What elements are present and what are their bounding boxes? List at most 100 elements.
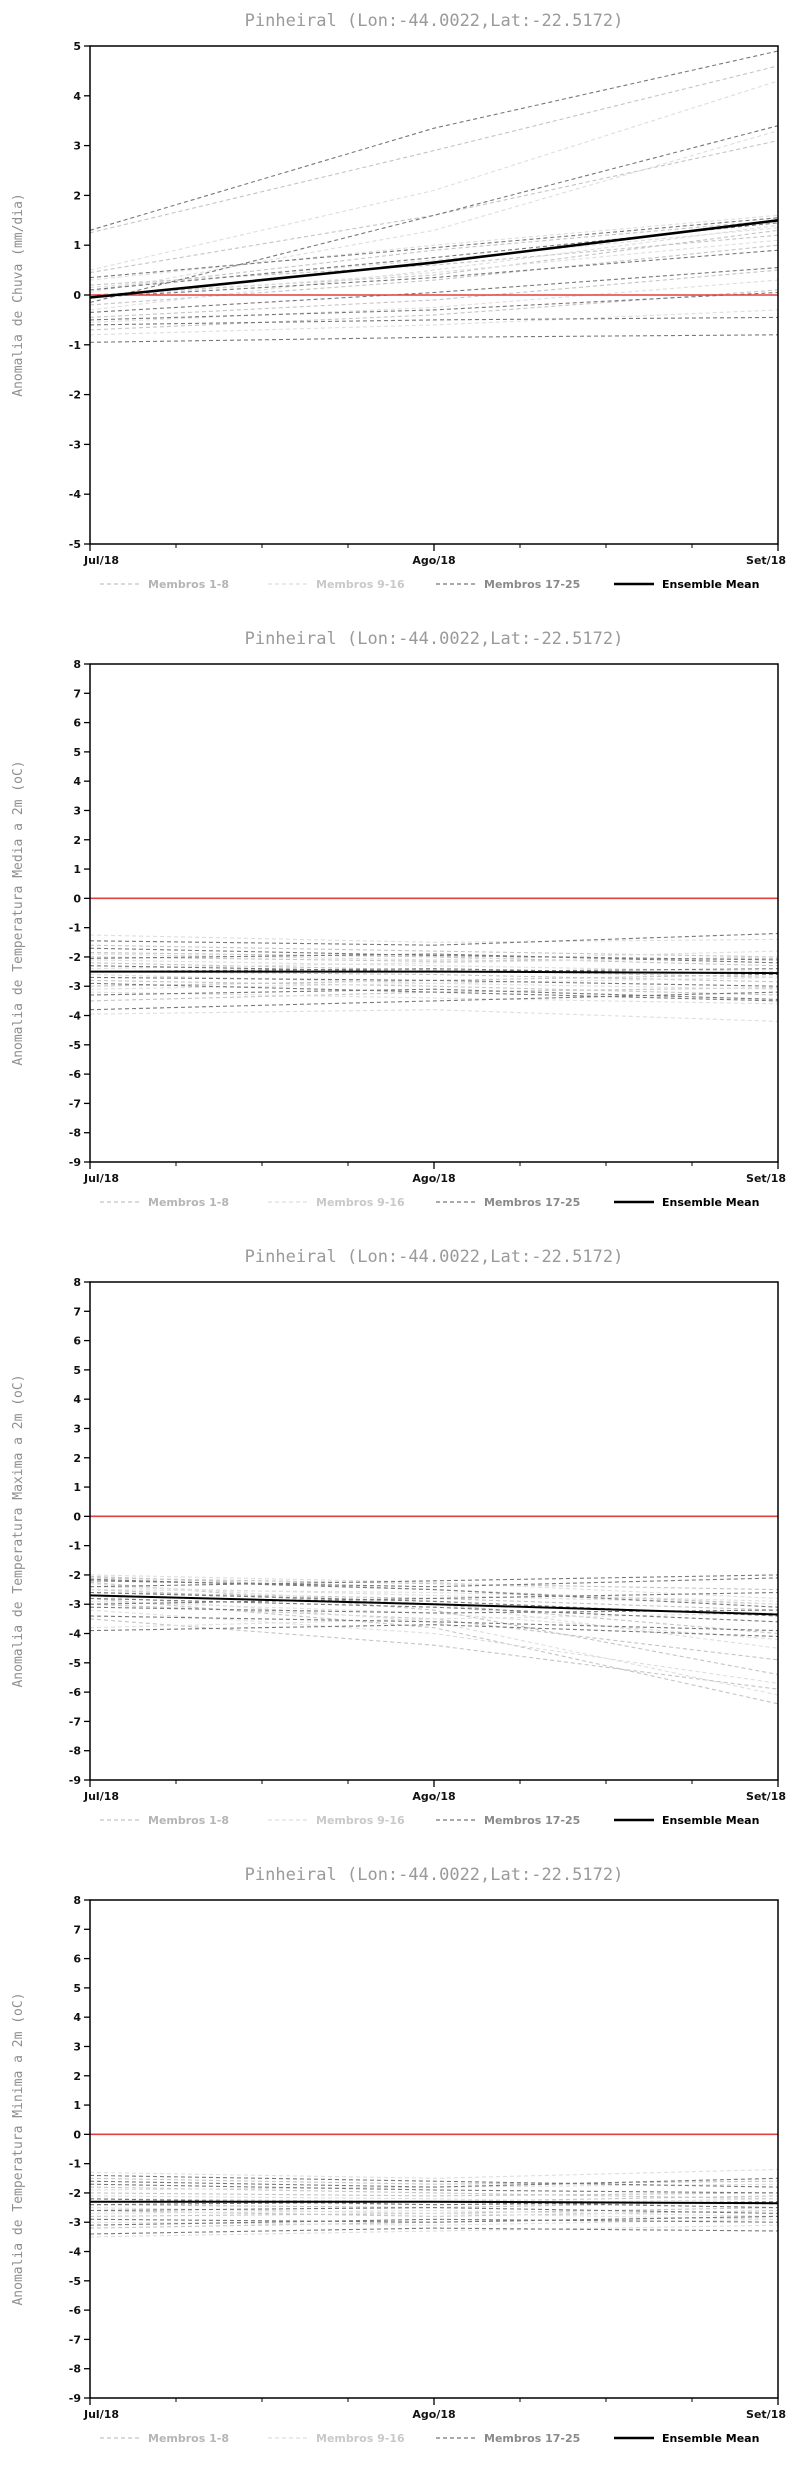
chart-3: Pinheiral (Lon:-44.0022,Lat:-22.5172) Ano… bbox=[11, 1865, 786, 2445]
member-line-group2 bbox=[89, 976, 779, 990]
y-tick-label: 1 bbox=[73, 2099, 81, 2112]
member-line-group2 bbox=[89, 959, 779, 973]
y-tick-label: 2 bbox=[73, 834, 81, 847]
y-axis-ticks: 8 7 6 5 4 3 2 1 0 -1 -2 -3 -4 -5 -6 -7 -8 -9 bbox=[69, 1894, 90, 2405]
member-line-group1 bbox=[89, 269, 779, 318]
legend-label: Membros 17-25 bbox=[484, 1814, 580, 1827]
y-tick-label: 3 bbox=[73, 2040, 81, 2053]
member-line-group2 bbox=[89, 1612, 779, 1629]
y-axis-ticks: 5 4 3 2 1 0 -1 -2 -3 -4 -5 bbox=[69, 40, 90, 551]
y-tick-label: 6 bbox=[73, 1335, 81, 1348]
member-line-group2 bbox=[89, 2224, 779, 2238]
y-tick-label: 2 bbox=[73, 189, 81, 202]
y-tick-label: 1 bbox=[73, 1481, 81, 1494]
x-tick-label: Jul/18 bbox=[83, 554, 119, 567]
y-tick-label: 0 bbox=[73, 289, 81, 302]
legend-label: Membros 17-25 bbox=[484, 578, 580, 591]
ensemble-mean-line bbox=[89, 1594, 779, 1616]
member-line-group3 bbox=[89, 2218, 779, 2226]
member-line-group2 bbox=[89, 950, 779, 961]
member-line-group2 bbox=[89, 80, 779, 271]
y-tick-label: 2 bbox=[73, 2070, 81, 2083]
y-tick-label: -9 bbox=[69, 2392, 81, 2405]
y-tick-label: 5 bbox=[73, 746, 81, 759]
y-tick-label: -9 bbox=[69, 1156, 81, 1169]
x-tick-label: Ago/18 bbox=[412, 1790, 455, 1803]
x-axis-ticks: Jul/18 Ago/18 Set/18 bbox=[83, 544, 786, 567]
legend-label: Membros 1-8 bbox=[148, 2432, 229, 2445]
y-tick-label: 5 bbox=[73, 1982, 81, 1995]
member-line-group2 bbox=[89, 309, 779, 336]
member-line-group3 bbox=[89, 932, 779, 946]
legend-label: Membros 17-25 bbox=[484, 1196, 580, 1209]
y-tick-label: 0 bbox=[73, 1510, 81, 1523]
legend: Membros 1-8 Membros 9-16 Membros 17-25 Ense… bbox=[100, 578, 759, 591]
member-line-group2 bbox=[89, 2209, 779, 2217]
y-tick-label: 6 bbox=[73, 717, 81, 730]
y-tick-label: 3 bbox=[73, 140, 81, 153]
y-tick-label: -6 bbox=[69, 2304, 82, 2317]
member-line-group1 bbox=[89, 1618, 779, 1690]
y-tick-label: 7 bbox=[73, 1305, 81, 1318]
member-line-group3 bbox=[89, 267, 779, 313]
member-line-group1 bbox=[89, 1581, 779, 1676]
y-tick-label: 2 bbox=[73, 1452, 81, 1465]
x-axis-ticks: Jul/18 Ago/18 Set/18 bbox=[83, 1780, 786, 1803]
y-tick-label: 8 bbox=[73, 1276, 81, 1289]
y-tick-label: -2 bbox=[69, 1569, 81, 1582]
chart-block-0: Pinheiral (Lon:-44.0022,Lat:-22.5172) Ano… bbox=[0, 0, 800, 618]
member-line-group2 bbox=[89, 1609, 779, 1684]
member-line-group1 bbox=[89, 1597, 779, 1705]
chart-1: Pinheiral (Lon:-44.0022,Lat:-22.5172) Ano… bbox=[11, 629, 786, 1209]
y-axis-label: Anomalia de Temperatura Maxima a 2m (oC) bbox=[11, 1374, 26, 1687]
member-line-group3 bbox=[89, 1574, 779, 1588]
y-tick-label: -5 bbox=[69, 538, 81, 551]
member-line-group3 bbox=[89, 125, 779, 304]
member-line-group2 bbox=[89, 991, 779, 1005]
chart-title: Pinheiral (Lon:-44.0022,Lat:-22.5172) bbox=[245, 11, 624, 31]
x-tick-label: Set/18 bbox=[746, 1790, 786, 1803]
member-line-group3 bbox=[89, 1591, 779, 1617]
legend-label: Membros 9-16 bbox=[316, 1196, 405, 1209]
x-axis-ticks: Jul/18 Ago/18 Set/18 bbox=[83, 1162, 786, 1185]
y-tick-label: -6 bbox=[69, 1686, 82, 1699]
x-tick-label: Jul/18 bbox=[83, 1790, 119, 1803]
member-line-group1 bbox=[89, 2192, 779, 2197]
legend-label: Membros 1-8 bbox=[148, 1814, 229, 1827]
y-tick-label: 8 bbox=[73, 1894, 81, 1907]
member-line-group3 bbox=[89, 316, 779, 326]
member-line-group1 bbox=[89, 979, 779, 996]
y-tick-label: 3 bbox=[73, 1422, 81, 1435]
member-lines bbox=[89, 1574, 779, 1705]
member-line-group1 bbox=[89, 944, 779, 958]
y-tick-label: -4 bbox=[69, 1628, 82, 1641]
member-line-group3 bbox=[89, 991, 779, 1011]
legend: Membros 1-8 Membros 9-16 Membros 17-25 Ense… bbox=[100, 2432, 759, 2445]
plot-frame bbox=[89, 1899, 779, 2399]
member-lines bbox=[89, 50, 779, 343]
member-line-group3 bbox=[89, 1578, 779, 1608]
legend-label: Membros 9-16 bbox=[316, 578, 405, 591]
y-axis-label: Anomalia de Temperatura Minima a 2m (oC) bbox=[11, 1992, 26, 2305]
ensemble-mean-line bbox=[90, 2200, 779, 2205]
member-line-group2 bbox=[89, 239, 779, 299]
member-line-group3 bbox=[89, 2227, 779, 2235]
member-line-group3 bbox=[89, 1606, 779, 1614]
legend-label: Ensemble Mean bbox=[662, 578, 759, 591]
chart-block-2: Pinheiral (Lon:-44.0022,Lat:-22.5172) Ano… bbox=[0, 1236, 800, 1854]
member-line-group2 bbox=[89, 224, 779, 311]
member-line-group1 bbox=[89, 1577, 779, 1591]
legend-label: Membros 17-25 bbox=[484, 2432, 580, 2445]
y-tick-label: -4 bbox=[69, 1010, 82, 1023]
member-line-group2 bbox=[89, 1586, 779, 1605]
chart-0: Pinheiral (Lon:-44.0022,Lat:-22.5172) Ano… bbox=[11, 11, 786, 591]
member-line-group3 bbox=[89, 217, 779, 279]
member-line-group3 bbox=[89, 2207, 779, 2214]
y-tick-label: -5 bbox=[69, 1039, 81, 1052]
y-tick-label: -3 bbox=[69, 980, 81, 993]
member-line-group2 bbox=[89, 279, 779, 323]
y-tick-label: -4 bbox=[69, 2246, 82, 2259]
y-tick-label: -3 bbox=[69, 1598, 81, 1611]
y-tick-label: 3 bbox=[73, 804, 81, 817]
x-tick-label: Set/18 bbox=[746, 554, 786, 567]
